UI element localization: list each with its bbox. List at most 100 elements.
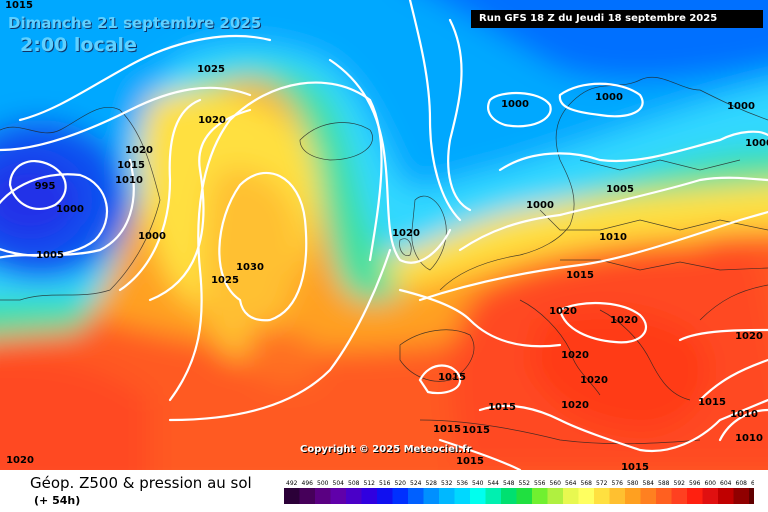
isobar-label: 1010: [599, 232, 627, 243]
legend-value-label: 500: [317, 480, 329, 487]
isobar-label: 1000: [745, 138, 768, 149]
isobar-label: 1020: [549, 306, 577, 317]
isobar-label: 1015: [438, 372, 466, 383]
legend-value-label: 588: [658, 480, 670, 487]
legend-value-label: 568: [581, 480, 593, 487]
isobar-label: 1025: [197, 64, 225, 75]
isobar-label: 1000: [727, 101, 755, 112]
legend-color-swatch: [594, 488, 610, 504]
legend-color-swatch: [423, 488, 439, 504]
legend-color-swatch: [346, 488, 362, 504]
isobar-label: 1020: [198, 115, 226, 126]
isobar-label: 1020: [125, 145, 153, 156]
legend-color-swatch: [733, 488, 749, 504]
legend-value-label: 516: [379, 480, 391, 487]
legend-color-swatch: [284, 488, 300, 504]
isobar-label: 1010: [115, 175, 143, 186]
coastlines: [0, 76, 768, 445]
legend-value-label: 564: [565, 480, 577, 487]
weather-map: 1015 1025 1020 1020 1015 1010 995 1000 1…: [0, 0, 768, 500]
isobar-label: 1010: [735, 433, 763, 444]
legend-color-swatch: [687, 488, 703, 504]
isobar-label: 1020: [735, 331, 763, 342]
legend-value-label: 584: [643, 480, 655, 487]
isobar-label: 1005: [606, 184, 634, 195]
legend-color-swatch: [640, 488, 656, 504]
legend-color-swatch: [516, 488, 532, 504]
legend-color-swatch: [718, 488, 734, 504]
map-footer: Géop. Z500 & pression au sol (+ 54h) 492…: [0, 470, 768, 512]
legend-color-swatch: [392, 488, 408, 504]
legend-value-label: 580: [627, 480, 639, 487]
isobar-label: 1010: [730, 409, 758, 420]
isobar-label: 1015: [5, 0, 33, 11]
legend-value-label: 532: [441, 480, 453, 487]
legend-value-label: 492: [286, 480, 298, 487]
isobar-label: 1030: [236, 262, 264, 273]
legend-value-label: 556: [534, 480, 546, 487]
isobar-label: 1015: [621, 462, 649, 470]
copyright-text: Copyright © 2025 Meteociel.fr: [300, 444, 472, 455]
legend-value-label: 548: [503, 480, 515, 487]
legend-color-swatch: [439, 488, 455, 504]
legend-color-swatch: [330, 488, 346, 504]
legend-value-label: 592: [674, 480, 686, 487]
legend-color-swatch: [470, 488, 486, 504]
legend-color-swatch: [609, 488, 625, 504]
isobar-label: 1015: [488, 402, 516, 413]
legend-color-swatch: [671, 488, 687, 504]
legend-value-label: 572: [596, 480, 608, 487]
isobar-label: 1020: [561, 350, 589, 361]
isobar-label: 1000: [526, 200, 554, 211]
color-scale-legend: 492 496 500 504 508 512 516 520 524 528 532 536 540 5…: [284, 480, 754, 504]
isobar-label: 1015: [462, 425, 490, 436]
isobar-label: 1015: [433, 424, 461, 435]
isobar-label: 1015: [566, 270, 594, 281]
isobar-label: 1020: [6, 455, 34, 466]
isobar-label: 1005: [36, 250, 64, 261]
legend-color-swatch: [485, 488, 501, 504]
legend-value-label: 612: [751, 480, 754, 487]
isobar-label: 1000: [138, 231, 166, 242]
legend-value-label: 552: [519, 480, 531, 487]
model-run-label: Run GFS 18 Z du Jeudi 18 septembre 2025: [471, 10, 763, 28]
isobar-label: 1020: [610, 315, 638, 326]
legend-value-label: 608: [736, 480, 748, 487]
legend-value-label: 504: [333, 480, 345, 487]
isobar-label: 1015: [698, 397, 726, 408]
legend-color-swatch: [749, 488, 754, 504]
pressure-labels: 1015 1025 1020 1020 1015 1010 995 1000 1…: [5, 0, 768, 473]
isobar-label: 1020: [580, 375, 608, 386]
legend-color-swatch: [702, 488, 718, 504]
legend-value-label: 576: [612, 480, 624, 487]
legend-color-swatch: [299, 488, 315, 504]
isobar-label: 1020: [392, 228, 420, 239]
legend-value-label: 604: [720, 480, 732, 487]
legend-color-swatch: [315, 488, 331, 504]
isobar-label: 1020: [561, 400, 589, 411]
legend-color-swatch: [625, 488, 641, 504]
legend-value-label: 596: [689, 480, 701, 487]
isobar-label: 1015: [117, 160, 145, 171]
legend-color-swatch: [578, 488, 594, 504]
forecast-lead-time: (+ 54h): [34, 494, 81, 507]
legend-value-label: 540: [472, 480, 484, 487]
isobar-label: 1025: [211, 275, 239, 286]
legend-value-label: 600: [705, 480, 717, 487]
legend-value-label: 496: [302, 480, 314, 487]
legend-value-label: 512: [364, 480, 376, 487]
map-title: Géop. Z500 & pression au sol: [30, 474, 252, 492]
isobar-label: 1000: [501, 99, 529, 110]
legend-value-label: 560: [550, 480, 562, 487]
legend-value-label: 524: [410, 480, 422, 487]
geopotential-field: [0, 0, 768, 500]
legend-value-label: 520: [395, 480, 407, 487]
legend-color-swatch: [361, 488, 377, 504]
legend-value-label: 528: [426, 480, 438, 487]
forecast-date: Dimanche 21 septembre 2025: [8, 14, 262, 32]
legend-value-label: 508: [348, 480, 360, 487]
isobars: [0, 0, 768, 470]
legend-color-swatch: [408, 488, 424, 504]
legend-color-swatch: [547, 488, 563, 504]
legend-color-swatch: [501, 488, 517, 504]
